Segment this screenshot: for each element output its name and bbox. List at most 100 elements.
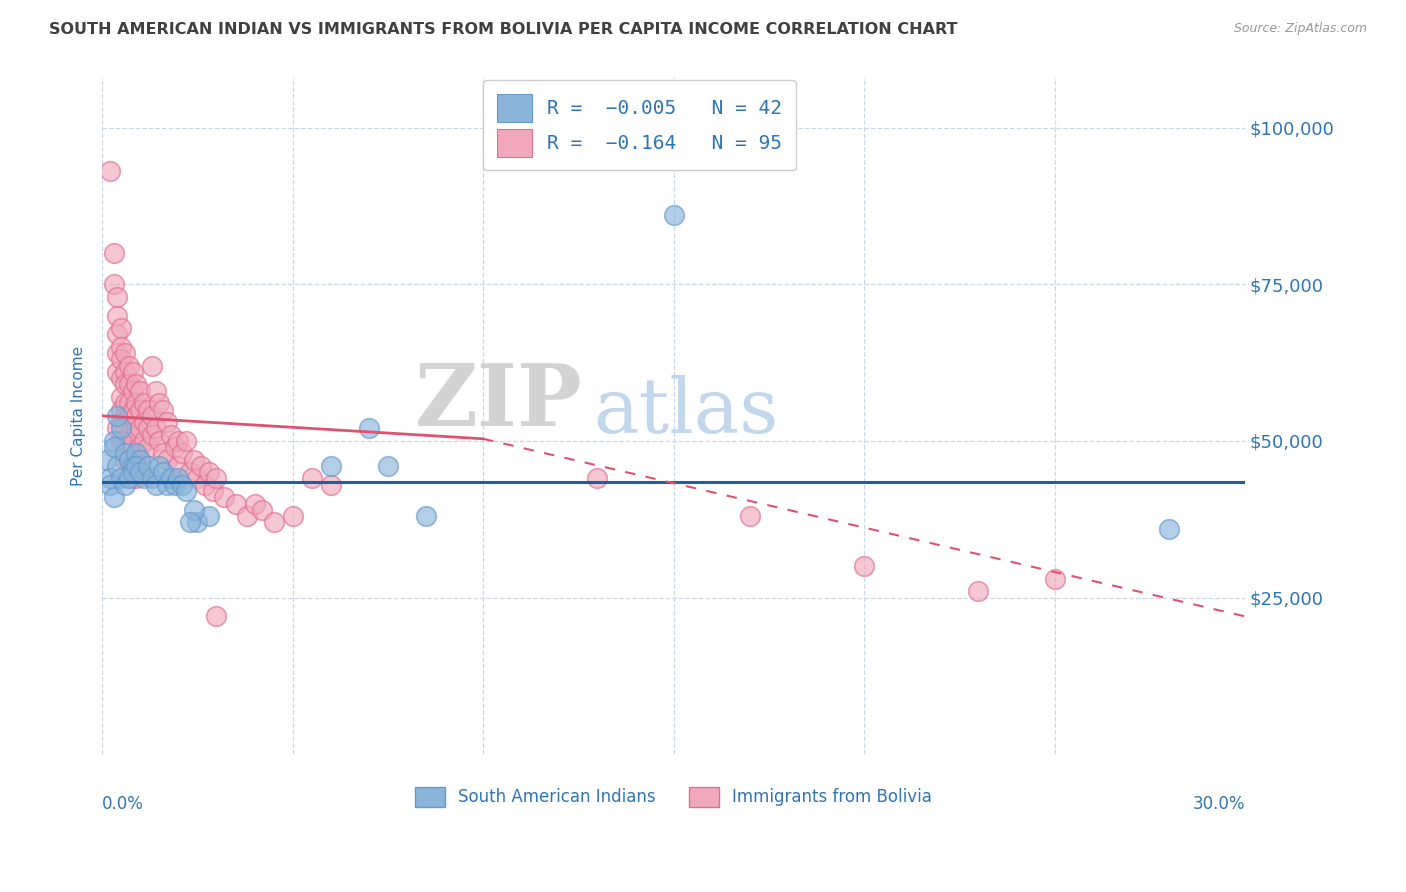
Point bbox=[107, 346, 129, 360]
Point bbox=[145, 384, 167, 398]
Point bbox=[125, 377, 148, 392]
Point bbox=[198, 465, 221, 479]
Point bbox=[205, 471, 228, 485]
Point bbox=[152, 446, 174, 460]
Point bbox=[114, 377, 136, 392]
Point bbox=[415, 509, 437, 524]
Point bbox=[121, 452, 143, 467]
Point bbox=[114, 346, 136, 360]
Point bbox=[110, 421, 132, 435]
Point bbox=[103, 440, 125, 454]
Point bbox=[125, 446, 148, 460]
Point bbox=[148, 434, 170, 448]
Point bbox=[243, 497, 266, 511]
Point bbox=[136, 421, 159, 435]
Point bbox=[121, 465, 143, 479]
Point bbox=[136, 458, 159, 473]
Point bbox=[141, 359, 163, 373]
Point bbox=[167, 471, 190, 485]
Legend: South American Indians, Immigrants from Bolivia: South American Indians, Immigrants from … bbox=[408, 780, 939, 814]
Point bbox=[662, 208, 685, 222]
Point bbox=[179, 465, 201, 479]
Point bbox=[134, 471, 156, 485]
Point bbox=[967, 584, 990, 599]
Point bbox=[121, 384, 143, 398]
Point bbox=[121, 458, 143, 473]
Point bbox=[118, 377, 141, 392]
Text: atlas: atlas bbox=[593, 376, 779, 450]
Point bbox=[129, 465, 152, 479]
Point bbox=[212, 490, 235, 504]
Point bbox=[121, 440, 143, 454]
Point bbox=[186, 471, 208, 485]
Point bbox=[134, 415, 156, 429]
Point bbox=[198, 509, 221, 524]
Point bbox=[110, 371, 132, 385]
Point bbox=[107, 458, 129, 473]
Point bbox=[98, 471, 121, 485]
Point bbox=[118, 427, 141, 442]
Point bbox=[301, 471, 323, 485]
Point bbox=[118, 452, 141, 467]
Text: 30.0%: 30.0% bbox=[1192, 795, 1246, 813]
Point bbox=[110, 415, 132, 429]
Point bbox=[110, 340, 132, 354]
Point bbox=[319, 477, 342, 491]
Point bbox=[159, 427, 181, 442]
Point bbox=[114, 365, 136, 379]
Point bbox=[114, 409, 136, 423]
Point bbox=[172, 477, 194, 491]
Point bbox=[152, 402, 174, 417]
Point bbox=[103, 490, 125, 504]
Text: ZIP: ZIP bbox=[415, 360, 582, 444]
Point bbox=[121, 471, 143, 485]
Point bbox=[118, 409, 141, 423]
Point bbox=[98, 477, 121, 491]
Point bbox=[1157, 522, 1180, 536]
Point bbox=[156, 452, 179, 467]
Point bbox=[125, 471, 148, 485]
Point bbox=[156, 477, 179, 491]
Point bbox=[183, 503, 205, 517]
Point bbox=[129, 421, 152, 435]
Point bbox=[141, 427, 163, 442]
Point bbox=[103, 277, 125, 292]
Point bbox=[134, 434, 156, 448]
Point bbox=[377, 458, 399, 473]
Point bbox=[1043, 572, 1066, 586]
Point bbox=[110, 434, 132, 448]
Point bbox=[103, 246, 125, 260]
Point bbox=[141, 409, 163, 423]
Point bbox=[114, 477, 136, 491]
Point bbox=[319, 458, 342, 473]
Point bbox=[163, 477, 186, 491]
Point bbox=[357, 421, 380, 435]
Point bbox=[114, 434, 136, 448]
Point bbox=[110, 321, 132, 335]
Point bbox=[118, 452, 141, 467]
Point bbox=[114, 446, 136, 460]
Point bbox=[110, 390, 132, 404]
Point bbox=[121, 458, 143, 473]
Point bbox=[94, 452, 117, 467]
Point bbox=[586, 471, 609, 485]
Point bbox=[121, 402, 143, 417]
Point bbox=[114, 452, 136, 467]
Point bbox=[118, 396, 141, 410]
Point bbox=[110, 471, 132, 485]
Point bbox=[167, 458, 190, 473]
Point bbox=[118, 440, 141, 454]
Point bbox=[190, 458, 212, 473]
Point bbox=[205, 609, 228, 624]
Point bbox=[110, 352, 132, 367]
Point bbox=[183, 452, 205, 467]
Point bbox=[129, 452, 152, 467]
Point bbox=[107, 409, 129, 423]
Point bbox=[129, 402, 152, 417]
Text: Source: ZipAtlas.com: Source: ZipAtlas.com bbox=[1233, 22, 1367, 36]
Point bbox=[107, 365, 129, 379]
Point bbox=[201, 483, 224, 498]
Point bbox=[152, 465, 174, 479]
Point bbox=[121, 365, 143, 379]
Point bbox=[136, 402, 159, 417]
